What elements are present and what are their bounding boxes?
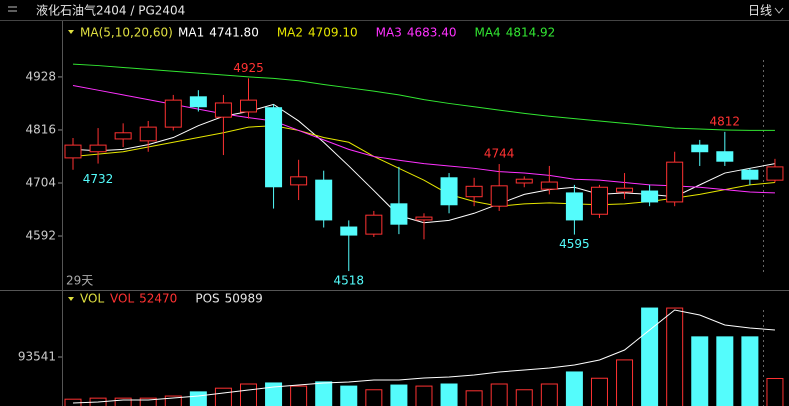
volume-bar [390,384,408,406]
volume-bar [540,383,558,406]
volume-bar [766,378,784,406]
candle-body [164,99,182,128]
candle-body [540,181,558,190]
candle-body [265,107,283,188]
legend-name: MA1 [178,26,204,40]
y-tick-label: 4928 [25,69,56,83]
volume-bar [365,389,383,406]
volume-bar [716,336,734,406]
volume-bar [741,336,759,406]
volume-bar [490,383,508,406]
candle-body [691,144,709,153]
candle-body [189,96,207,108]
legend-name: MA4 [474,26,500,40]
candle-body [515,178,533,184]
volume-bar [239,383,257,406]
legend-value: 4709.10 [308,26,358,40]
legend-name: MA3 [376,26,402,40]
volume-bar [641,307,659,406]
y-tick-label: 4592 [25,229,56,243]
period-selector[interactable]: 日线 [748,4,772,18]
candle-body [290,176,308,186]
legend-value: 4683.40 [407,26,457,40]
indicator-arrow[interactable] [68,297,74,301]
candle-body [465,185,483,198]
candle-body [616,187,634,193]
candle-body [440,177,458,206]
volume-bar [440,383,458,406]
volume-value: 52470 [139,292,177,306]
menu-icon[interactable] [8,6,17,12]
candle-body [315,179,333,221]
candle-body [365,214,383,235]
legend-value: 4741.80 [209,26,259,40]
volume-bar [515,389,533,406]
volume-bar [164,395,182,406]
candle-body [114,132,132,140]
ma-line [72,63,775,131]
candle-body [390,203,408,225]
volume-bar [590,377,608,406]
volume-bar [315,381,333,406]
indicator-arrow[interactable] [68,30,74,34]
candle-body [214,102,232,118]
legend-value: 4814.92 [506,26,556,40]
indicator-title[interactable]: MA(5,10,20,60) [80,26,173,40]
volume-bar [340,385,358,406]
high-label: 4925 [233,61,264,75]
candle-body [741,169,759,180]
candle-body [766,166,784,181]
volume-line [72,309,775,404]
low-label: 4595 [559,237,590,251]
pos-value: 50989 [225,292,263,306]
volume-title[interactable]: VOL [80,292,104,306]
candle-body [590,186,608,215]
volume-bar [616,359,634,406]
high-label: 4812 [710,114,741,128]
candle-body [641,190,659,203]
high-label: 4744 [484,147,515,161]
candle-body [139,126,157,142]
low-label: 4732 [83,172,114,186]
y-tick-label: 4704 [25,175,56,189]
volume-bar [265,382,283,406]
y-tick-label: 93541 [18,350,56,364]
candle-body [239,99,257,113]
legend-name: MA2 [277,26,303,40]
volume-bar [189,391,207,406]
volume-bar [465,390,483,406]
candle-body [490,185,508,207]
candle-body [666,161,684,203]
volume-bar [214,387,232,406]
volume-name: VOL [110,292,134,306]
volume-bar [290,385,308,406]
candle-body [415,216,433,221]
ma-line [72,84,775,194]
period-arrow[interactable] [774,7,784,14]
volume-bar [415,385,433,406]
y-tick-label: 4816 [25,122,56,136]
instrument-title: 液化石油气2404 / PG2404 [36,3,185,18]
volume-bar [139,397,157,406]
candle-body [565,192,583,221]
candle-body [716,151,734,162]
span-label: 29天 [66,274,93,288]
volume-bar [114,397,132,406]
candle-body [64,144,82,159]
volume-bar [691,336,709,406]
candle-body [340,226,358,236]
candle-body [89,144,107,153]
pos-name: POS [195,292,219,306]
low-label: 4518 [333,274,364,288]
volume-bar [565,371,583,406]
volume-bar [666,307,684,406]
